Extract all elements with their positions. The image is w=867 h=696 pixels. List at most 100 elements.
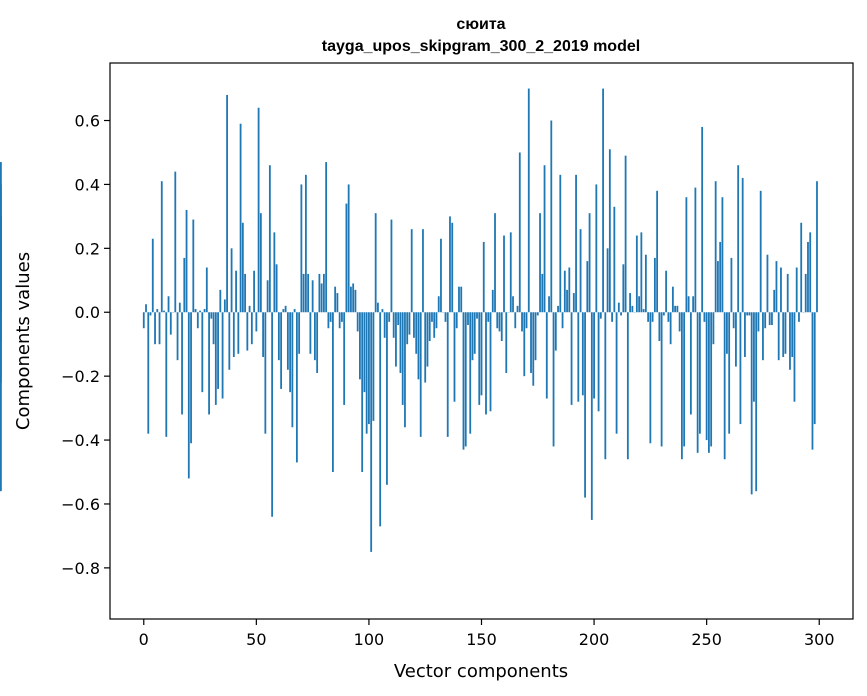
bar-154 <box>489 312 492 412</box>
bar-86 <box>336 293 339 313</box>
bar-193 <box>577 312 580 402</box>
bar-223 <box>644 254 647 313</box>
x-tick-label: 100 <box>354 630 385 649</box>
y-tick-label: −0.2 <box>61 367 100 386</box>
bar-61 <box>280 312 283 389</box>
bar-7 <box>158 312 161 345</box>
bar-73 <box>307 273 310 313</box>
bar-228 <box>656 190 659 313</box>
bar-91 <box>347 184 350 313</box>
bar-242 <box>687 296 690 313</box>
bar-32 <box>214 312 217 405</box>
bar-33 <box>217 312 219 389</box>
bar-5 <box>154 312 156 345</box>
bar-266 <box>741 178 744 313</box>
bar-36 <box>223 299 226 313</box>
bar-14 <box>174 171 177 313</box>
bar-170 <box>525 312 528 329</box>
bar-259 <box>726 312 728 354</box>
bar-245 <box>694 187 697 313</box>
bar-30 <box>210 312 213 319</box>
bar-221 <box>640 232 643 313</box>
bar-112 <box>395 312 397 367</box>
bar-113 <box>397 312 400 326</box>
bar-220 <box>638 296 641 313</box>
bar-152 <box>485 312 487 415</box>
bar-124 <box>422 229 424 313</box>
bar-241 <box>685 197 688 313</box>
bar-202 <box>597 312 600 412</box>
bar-59 <box>275 264 278 313</box>
bar-43 <box>239 123 242 313</box>
bar-164 <box>512 296 514 313</box>
bar-278 <box>768 312 771 326</box>
bar-undefined <box>0 312 2 383</box>
bar-257 <box>721 197 724 313</box>
bar-40 <box>232 312 235 357</box>
bar-243 <box>689 312 692 415</box>
bar-128 <box>431 312 433 322</box>
bar-undefined <box>0 312 2 341</box>
bar-296 <box>809 232 812 313</box>
bar-35 <box>221 312 224 399</box>
bar-18 <box>183 257 186 313</box>
bar-37 <box>226 94 228 313</box>
bar-100 <box>368 312 370 425</box>
bar-66 <box>291 312 294 428</box>
bar-151 <box>482 241 485 313</box>
bar-209 <box>613 206 616 313</box>
bar-104 <box>377 302 379 313</box>
bar-148 <box>476 312 478 319</box>
bar-141 <box>460 286 463 313</box>
y-tick-label: 0.0 <box>75 303 100 322</box>
bar-25 <box>199 310 201 313</box>
x-axis-label: Vector components <box>394 661 568 682</box>
bar-6 <box>156 309 159 313</box>
bar-224 <box>647 312 650 322</box>
bar-158 <box>498 312 501 332</box>
bar-292 <box>800 222 803 313</box>
bar-31 <box>212 312 215 345</box>
bar-248 <box>701 126 704 313</box>
bar-286 <box>786 273 789 313</box>
bar-52 <box>259 213 262 313</box>
bar-64 <box>286 312 289 370</box>
bar-34 <box>219 289 222 313</box>
bar-196 <box>584 312 586 498</box>
bar-150 <box>480 312 483 396</box>
bar-289 <box>793 312 796 402</box>
bar-183 <box>554 312 557 351</box>
y-tick-label: 0.6 <box>75 112 100 131</box>
bar-187 <box>563 270 566 313</box>
bar-114 <box>399 312 402 373</box>
bar-17 <box>181 312 183 415</box>
bar-82 <box>327 312 330 329</box>
bar-77 <box>316 312 319 373</box>
bar-115 <box>401 312 404 405</box>
bar-134 <box>444 312 447 322</box>
bar-167 <box>518 152 521 313</box>
bar-138 <box>453 312 456 402</box>
bar-131 <box>437 296 440 313</box>
bar-237 <box>676 305 679 313</box>
bar-19 <box>185 209 188 313</box>
bar-103 <box>374 213 377 313</box>
bar-249 <box>703 312 706 322</box>
bar-222 <box>642 309 645 313</box>
bar-173 <box>532 312 535 386</box>
bar-166 <box>516 305 519 313</box>
bar-231 <box>662 312 665 316</box>
bar-211 <box>617 302 620 313</box>
bar-288 <box>791 312 794 357</box>
chart-subtitle: tayga_upos_skipgram_300_2_2019 model <box>322 38 640 55</box>
bar-46 <box>246 312 249 351</box>
bar-272 <box>755 312 758 492</box>
bar-153 <box>487 312 490 322</box>
bar-20 <box>187 312 190 479</box>
bar-54 <box>264 312 267 434</box>
bar-160 <box>503 235 505 313</box>
bar-198 <box>588 213 591 313</box>
x-tick-label: 250 <box>691 630 722 649</box>
bar-180 <box>548 296 550 313</box>
